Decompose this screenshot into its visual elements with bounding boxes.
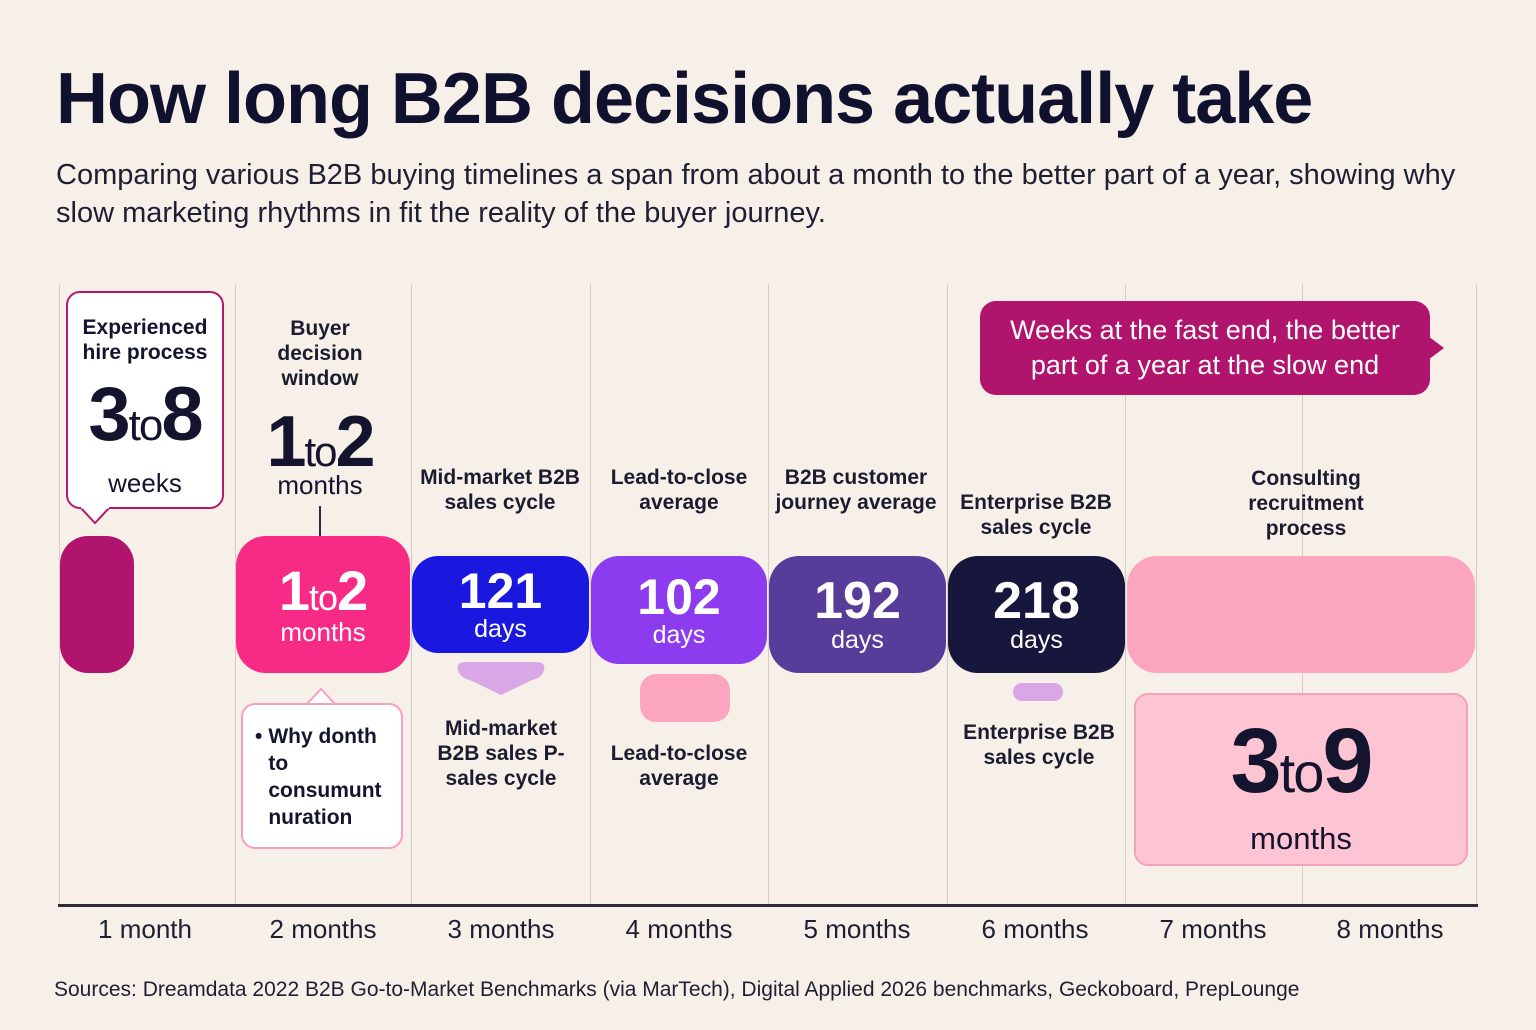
range-to-word: to — [128, 401, 164, 450]
bar-unit: days — [474, 615, 527, 644]
x-tick-label: 5 months — [803, 914, 911, 944]
page-title: How long B2B decisions actually take — [56, 59, 1313, 139]
note-bullet: • — [255, 725, 263, 748]
bar-range: 1to2 — [279, 562, 368, 619]
lead-to-close-marker — [640, 674, 730, 722]
gridline — [59, 284, 60, 906]
bar-unit: months — [280, 616, 366, 647]
consulting-unit: months — [1250, 821, 1352, 856]
experienced-hire-callout: Experienced hire process 3to8 weeks — [66, 291, 224, 509]
bar-customer-journey: 192 days — [769, 556, 946, 673]
bar-experienced-hire — [60, 536, 134, 673]
bar-unit: days — [1010, 626, 1063, 655]
bar-value: 192 — [814, 572, 901, 631]
buyer-window-range: 1to2 — [240, 406, 400, 488]
experienced-hire-label: Experienced hire process — [82, 316, 208, 364]
x-tick-label: 8 months — [1336, 914, 1444, 944]
customer-journey-label: B2B customer journey average — [775, 466, 937, 514]
bar-consulting — [1127, 556, 1475, 673]
bar-lead-to-close: 102 days — [591, 556, 767, 664]
mid-market-marker — [457, 662, 545, 695]
range-until: 8 — [161, 372, 203, 457]
lead-to-close-bottom-label: Lead-to-close average — [610, 742, 748, 790]
banner-pointer — [1428, 336, 1444, 360]
x-tick-label: 4 months — [625, 914, 733, 944]
x-tick-label: 2 months — [269, 914, 377, 944]
gridline — [1125, 284, 1126, 906]
mid-market-label: Mid-market B2B sales cycle — [420, 466, 580, 514]
range-to-word: to — [304, 428, 337, 475]
consulting-label: Consulting recruitment process — [1248, 467, 1364, 540]
range-banner: Weeks at the fast end, the better part o… — [980, 301, 1430, 395]
gridline — [590, 284, 591, 906]
x-tick-label: 7 months — [1159, 914, 1267, 944]
enterprise-bottom-label: Enterprise B2B sales cycle — [963, 721, 1115, 769]
bar-value: 121 — [458, 563, 543, 620]
range-from: 3 — [1230, 710, 1281, 812]
bar-value: 218 — [993, 572, 1080, 631]
range-to-word: to — [308, 576, 338, 618]
enterprise-label: Enterprise B2B sales cycle — [960, 491, 1112, 539]
range-until: 2 — [337, 558, 368, 622]
x-tick-label: 3 months — [447, 914, 555, 944]
experienced-hire-unit: weeks — [108, 468, 182, 498]
gridline — [1476, 284, 1477, 906]
gridline — [411, 284, 412, 906]
range-until: 9 — [1322, 710, 1373, 812]
range-until: 2 — [335, 402, 376, 482]
mid-market-bottom-label: Mid-market B2B sales P-sales cycle — [437, 717, 565, 790]
callout-pointer — [80, 507, 110, 525]
bar-mid-market: 121 days — [412, 556, 589, 653]
bar-value: 102 — [637, 568, 721, 625]
range-from: 1 — [278, 558, 310, 622]
gridline — [235, 284, 236, 906]
note-box: • Why donth to consumunt nuration — [241, 703, 403, 849]
experienced-hire-range: 3to8 — [68, 377, 222, 464]
buyer-window-unit: months — [277, 470, 363, 500]
x-axis — [58, 904, 1478, 907]
bar-enterprise: 218 days — [948, 556, 1125, 673]
bar-buyer-window: 1to2 months — [236, 536, 410, 673]
range-from: 1 — [266, 402, 306, 482]
x-tick-label: 6 months — [981, 914, 1089, 944]
bar-unit: days — [652, 620, 706, 649]
range-to-word: to — [1279, 741, 1325, 804]
buyer-window-label: Buyer decision window — [277, 317, 363, 390]
gridline — [947, 284, 948, 906]
range-from: 3 — [88, 372, 130, 457]
enterprise-marker — [1013, 683, 1063, 701]
page-subtitle: Comparing various B2B buying timelines a… — [56, 159, 1456, 229]
lead-to-close-label: Lead-to-close average — [610, 466, 748, 514]
x-tick-label: 1 month — [98, 914, 192, 944]
consulting-range: 3to9 — [1136, 715, 1466, 819]
bar-unit: days — [831, 626, 884, 655]
note-text: Why donth to consumunt nuration — [268, 725, 382, 829]
gridline — [768, 284, 769, 906]
sources-footnote: Sources: Dreamdata 2022 B2B Go-to-Market… — [54, 978, 1300, 1001]
connector-line — [319, 506, 321, 536]
consulting-range-box: 3to9 months — [1134, 693, 1468, 866]
